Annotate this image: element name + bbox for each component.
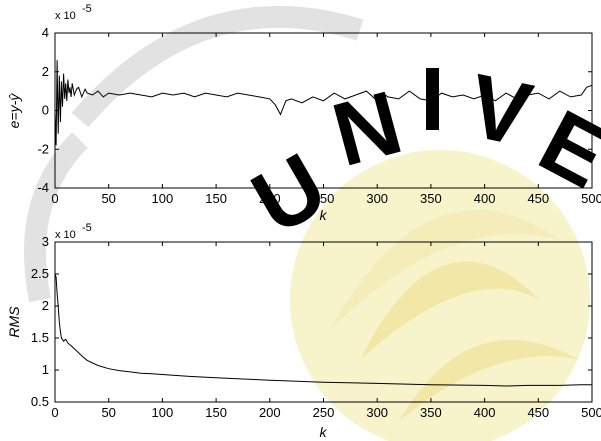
rms-plot-exponent-base: x 10 (55, 229, 76, 241)
watermark-logo (290, 150, 590, 441)
error-y-tick-label: 0 (42, 103, 49, 118)
error-x-tick-label: 400 (474, 191, 496, 206)
error-x-tick-label: 200 (259, 191, 281, 206)
rms-plot-y-ticks: 3 2.5 2 1.5 1 0.5 (31, 234, 592, 409)
error-plot-exponent-base: x 10 (55, 10, 76, 22)
rms-x-tick-label: 0 (51, 405, 58, 420)
rms-plot-y-axis-label: RMS (6, 306, 22, 338)
error-y-tick-label: -2 (37, 141, 49, 156)
rms-y-tick-label: 0.5 (31, 394, 49, 409)
error-x-tick-label: 500 (581, 191, 601, 206)
error-series-line (54, 60, 593, 146)
rms-x-tick-label: 400 (474, 405, 496, 420)
watermark: U N I V E (24, 5, 601, 441)
rms-plot-x-ticks: 0 50 100 150 200 250 300 350 400 450 500 (51, 242, 601, 420)
rms-x-tick-label: 450 (527, 405, 549, 420)
rms-y-tick-label: 1.5 (31, 330, 49, 345)
rms-y-tick-label: 2 (42, 298, 49, 313)
error-x-tick-label: 150 (205, 191, 227, 206)
error-x-tick-label: 0 (51, 191, 58, 206)
error-x-tick-label: 250 (313, 191, 335, 206)
error-x-tick-label: 100 (152, 191, 174, 206)
error-y-tick-label: 4 (42, 25, 49, 40)
svg-text:N: N (323, 73, 412, 186)
rms-x-tick-label: 50 (101, 405, 115, 420)
error-plot-exponent-power: -5 (82, 3, 92, 15)
watermark-arc (24, 5, 364, 303)
error-plot-y-ticks: 4 2 0 -2 -4 (37, 25, 592, 195)
rms-plot-x-axis-label: k (320, 424, 328, 440)
rms-y-tick-label: 2.5 (31, 266, 49, 281)
error-x-tick-label: 300 (366, 191, 388, 206)
error-plot-y-axis-label: e=y-ŷ (6, 93, 22, 129)
rms-x-tick-label: 150 (205, 405, 227, 420)
error-plot-x-ticks: 0 50 100 150 200 250 300 350 400 450 500 (51, 33, 601, 206)
rms-x-tick-label: 100 (152, 405, 174, 420)
error-plot-x-axis-label: k (320, 207, 328, 223)
rms-y-tick-label: 1 (42, 362, 49, 377)
error-plot: 0 50 100 150 200 250 300 350 400 450 500 4 2 0 -2 -4 x… (6, 3, 601, 223)
rms-x-tick-label: 350 (420, 405, 442, 420)
rms-y-tick-label: 3 (42, 234, 49, 249)
error-x-tick-label: 450 (527, 191, 549, 206)
rms-x-tick-label: 200 (259, 405, 281, 420)
error-y-tick-label: 2 (42, 64, 49, 79)
rms-x-tick-label: 300 (366, 405, 388, 420)
rms-x-tick-label: 500 (581, 405, 601, 420)
rms-plot-exponent-power: -5 (82, 222, 92, 234)
error-x-tick-label: 50 (101, 191, 115, 206)
svg-text:V: V (460, 56, 540, 166)
error-y-tick-label: -4 (37, 180, 49, 195)
rms-series-line (54, 273, 592, 387)
error-x-tick-label: 350 (420, 191, 442, 206)
rms-plot: 0 50 100 150 200 250 300 350 400 450 500 3 2.5 2 1.5 1… (6, 222, 601, 440)
rms-x-tick-label: 250 (313, 405, 335, 420)
